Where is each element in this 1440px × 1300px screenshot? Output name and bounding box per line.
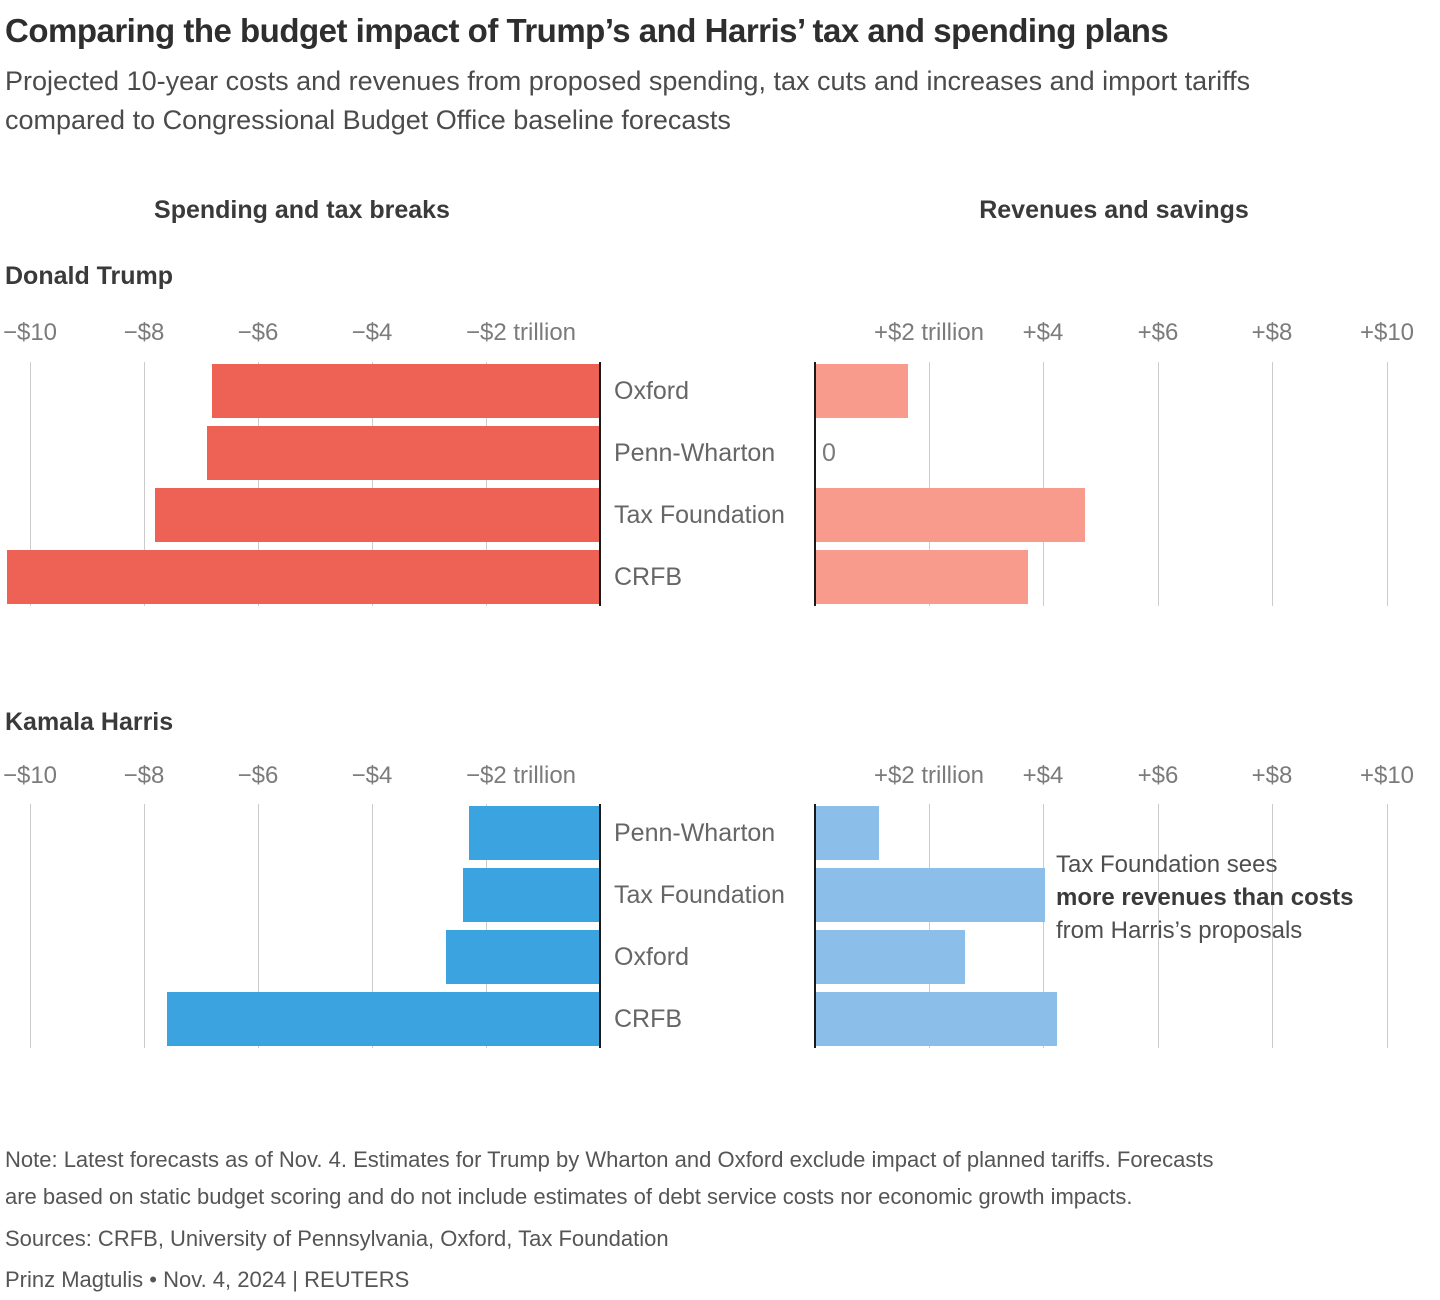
axis-tick-label: −$4 bbox=[351, 319, 393, 346]
bar-revenue-kamala-harris-tax-foundation bbox=[816, 868, 1045, 922]
bar-spending-kamala-harris-oxford bbox=[446, 930, 600, 984]
bar-revenue-donald-trump-oxford bbox=[816, 364, 908, 418]
row-label-penn-wharton: Penn-Wharton bbox=[614, 819, 776, 847]
gridline bbox=[144, 804, 145, 1048]
bar-spending-kamala-harris-tax-foundation bbox=[463, 868, 600, 922]
gridline bbox=[1158, 804, 1159, 1048]
gridline bbox=[372, 804, 373, 1048]
axis-tick-label: −$10 bbox=[2, 762, 58, 789]
candidate-label-kamala-harris: Kamala Harris bbox=[5, 708, 174, 736]
bar-spending-donald-trump-penn-wharton bbox=[207, 426, 600, 480]
axis-tick-label: −$2 trillion bbox=[465, 762, 577, 789]
axis-tick-label: +$2 trillion bbox=[873, 319, 985, 346]
column-header-revenues: Revenues and savings bbox=[979, 196, 1249, 224]
gridline bbox=[486, 362, 487, 606]
axis-tick-label: +$10 bbox=[1359, 762, 1415, 789]
axis-tick-label: −$4 bbox=[351, 762, 393, 789]
zero-axis-spending bbox=[599, 804, 601, 1048]
gridline bbox=[144, 362, 145, 606]
sources-text: Sources: CRFB, University of Pennsylvani… bbox=[5, 1226, 669, 1251]
gridline bbox=[1158, 362, 1159, 606]
chart-title: Comparing the budget impact of Trump’s a… bbox=[5, 12, 1169, 49]
row-label-tax-foundation: Tax Foundation bbox=[614, 881, 785, 909]
axis-tick-label: +$8 bbox=[1251, 762, 1293, 789]
gridline bbox=[929, 804, 930, 1048]
column-header-spending: Spending and tax breaks bbox=[154, 196, 450, 224]
axis-tick-label: −$8 bbox=[123, 319, 165, 346]
annotation-line: more revenues than costs bbox=[1056, 884, 1354, 911]
bar-spending-kamala-harris-crfb bbox=[167, 992, 600, 1046]
row-label-crfb: CRFB bbox=[614, 563, 683, 591]
axis-tick-label: +$8 bbox=[1251, 319, 1293, 346]
bar-revenue-kamala-harris-crfb bbox=[816, 992, 1057, 1046]
axis-tick-label: −$8 bbox=[123, 762, 165, 789]
axis-tick-label: −$2 trillion bbox=[465, 319, 577, 346]
candidate-label-donald-trump: Donald Trump bbox=[5, 262, 174, 290]
bar-revenue-kamala-harris-oxford bbox=[816, 930, 965, 984]
bar-revenue-kamala-harris-penn-wharton bbox=[816, 806, 879, 860]
chart-subtitle: Projected 10-year costs and revenues fro… bbox=[5, 66, 1251, 135]
gridline bbox=[1387, 362, 1388, 606]
gridline bbox=[1387, 804, 1388, 1048]
gridline bbox=[30, 804, 31, 1048]
annotation-line: from Harris’s proposals bbox=[1056, 917, 1303, 944]
gridline bbox=[30, 362, 31, 606]
zero-axis-revenues bbox=[814, 804, 816, 1048]
axis-tick-label: +$10 bbox=[1359, 319, 1415, 346]
gridline bbox=[258, 804, 259, 1048]
bar-revenue-donald-trump-tax-foundation bbox=[816, 488, 1085, 542]
note-text-line-2: are based on static budget scoring and d… bbox=[5, 1184, 1133, 1209]
axis-tick-label: −$6 bbox=[237, 319, 279, 346]
bar-spending-donald-trump-tax-foundation bbox=[155, 488, 600, 542]
row-label-tax-foundation: Tax Foundation bbox=[614, 501, 785, 529]
gridline bbox=[258, 362, 259, 606]
axis-tick-label: +$6 bbox=[1137, 762, 1179, 789]
note-text-line-1: Note: Latest forecasts as of Nov. 4. Est… bbox=[5, 1147, 1214, 1172]
zero-axis-revenues bbox=[814, 362, 816, 606]
annotation-line: Tax Foundation sees bbox=[1056, 851, 1278, 878]
gridline bbox=[372, 362, 373, 606]
row-label-crfb: CRFB bbox=[614, 1005, 683, 1033]
gridline bbox=[1272, 362, 1273, 606]
bar-spending-donald-trump-oxford bbox=[212, 364, 600, 418]
gridline bbox=[1043, 804, 1044, 1048]
gridline bbox=[486, 804, 487, 1048]
row-label-penn-wharton: Penn-Wharton bbox=[614, 439, 776, 467]
axis-tick-label: −$10 bbox=[2, 319, 58, 346]
annotation: Tax Foundation sees more revenues than co… bbox=[1056, 848, 1396, 947]
axis-tick-label: −$6 bbox=[237, 762, 279, 789]
zero-value-label: 0 bbox=[822, 439, 836, 467]
axis-tick-label: +$4 bbox=[1022, 762, 1064, 789]
axis-tick-label: +$4 bbox=[1022, 319, 1064, 346]
axis-tick-label: +$6 bbox=[1137, 319, 1179, 346]
bar-revenue-donald-trump-crfb bbox=[816, 550, 1028, 604]
credit-text: Prinz Magtulis • Nov. 4, 2024 | REUTERS bbox=[5, 1267, 410, 1292]
row-label-oxford: Oxford bbox=[614, 943, 690, 971]
bar-spending-kamala-harris-penn-wharton bbox=[469, 806, 600, 860]
row-label-oxford: Oxford bbox=[614, 377, 690, 405]
bar-spending-donald-trump-crfb bbox=[7, 550, 600, 604]
gridline bbox=[1272, 804, 1273, 1048]
zero-axis-spending bbox=[599, 362, 601, 606]
gridline bbox=[929, 362, 930, 606]
gridline bbox=[1043, 362, 1044, 606]
axis-tick-label: +$2 trillion bbox=[873, 762, 985, 789]
